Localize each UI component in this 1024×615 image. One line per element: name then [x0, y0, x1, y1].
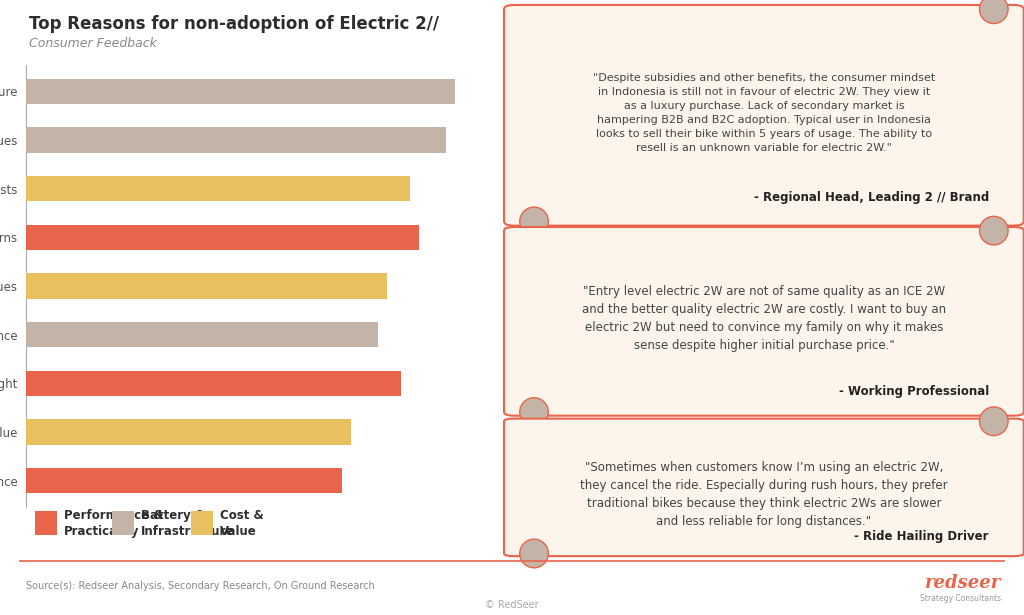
Text: © RedSeer: © RedSeer [485, 600, 539, 609]
Text: Source(s): Redseer Analysis, Secondary Research, On Ground Research: Source(s): Redseer Analysis, Secondary R… [26, 581, 375, 591]
FancyBboxPatch shape [504, 419, 1024, 556]
Ellipse shape [520, 398, 548, 426]
Ellipse shape [520, 539, 548, 568]
Ellipse shape [520, 207, 548, 236]
Bar [26, 322, 379, 347]
Text: "Sometimes when customers know I’m using an electric 2W,
they cancel the ride. E: "Sometimes when customers know I’m using… [580, 461, 948, 528]
Text: Strategy Consultants: Strategy Consultants [921, 593, 1001, 603]
Ellipse shape [980, 216, 1008, 245]
Bar [26, 224, 419, 250]
Text: Top Reasons for non-adoption of Electric 2//: Top Reasons for non-adoption of Electric… [29, 15, 438, 33]
Ellipse shape [980, 407, 1008, 435]
FancyBboxPatch shape [504, 5, 1024, 226]
Ellipse shape [980, 0, 1008, 23]
Text: Consumer Feedback: Consumer Feedback [29, 37, 157, 50]
Text: Cost &
Value: Cost & Value [220, 509, 264, 538]
Text: "Entry level electric 2W are not of same quality as an ICE 2W
and the better qua: "Entry level electric 2W are not of same… [582, 285, 946, 352]
Bar [26, 468, 342, 493]
FancyBboxPatch shape [35, 512, 56, 534]
Text: Battery &
Infrastructure: Battery & Infrastructure [140, 509, 234, 538]
Text: Performance &
Practicality: Performance & Practicality [63, 509, 163, 538]
Text: - Working Professional: - Working Professional [839, 384, 989, 397]
Text: "Despite subsidies and other benefits, the consumer mindset
in Indonesia is stil: "Despite subsidies and other benefits, t… [593, 73, 935, 153]
Bar [26, 127, 446, 153]
Bar [26, 419, 351, 445]
Text: redseer: redseer [926, 574, 1001, 592]
Text: - Ride Hailing Driver: - Ride Hailing Driver [854, 530, 989, 543]
Bar [26, 176, 410, 201]
FancyBboxPatch shape [112, 512, 133, 534]
Bar [26, 79, 456, 104]
FancyBboxPatch shape [504, 227, 1024, 416]
FancyBboxPatch shape [191, 512, 213, 534]
Text: - Regional Head, Leading 2 // Brand: - Regional Head, Leading 2 // Brand [754, 191, 989, 204]
Bar [26, 371, 401, 396]
Bar [26, 273, 387, 299]
